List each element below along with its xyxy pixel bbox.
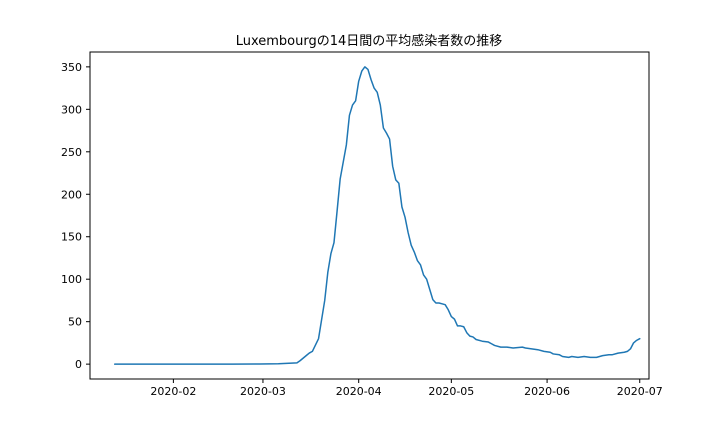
y-tick-label: 300 bbox=[61, 103, 82, 116]
x-axis: 2020-02 2020-03 2020-04 2020-05 2020-06 2020-… bbox=[150, 379, 663, 398]
x-tick-label: 2020-03 bbox=[240, 385, 286, 398]
y-tick-label: 50 bbox=[68, 316, 82, 329]
x-tick-label: 2020-06 bbox=[524, 385, 570, 398]
y-tick-label: 100 bbox=[61, 273, 82, 286]
y-tick-label: 0 bbox=[75, 358, 82, 371]
x-tick-label: 2020-04 bbox=[336, 385, 382, 398]
x-tick-label: 2020-02 bbox=[150, 385, 196, 398]
x-tick-label: 2020-07 bbox=[617, 385, 663, 398]
y-tick-label: 250 bbox=[61, 146, 82, 159]
series-line bbox=[113, 66, 641, 365]
x-tick-label: 2020-05 bbox=[428, 385, 474, 398]
y-axis: 0 50 100 150 200 250 300 350 bbox=[61, 61, 90, 371]
y-tick-label: 200 bbox=[61, 188, 82, 201]
y-tick-label: 350 bbox=[61, 61, 82, 74]
series-layer bbox=[113, 66, 641, 365]
plot-area-frame bbox=[89, 51, 650, 380]
chart-title: Luxembourgの14日間の平均感染者数の推移 bbox=[236, 33, 503, 49]
y-tick-label: 150 bbox=[61, 231, 82, 244]
